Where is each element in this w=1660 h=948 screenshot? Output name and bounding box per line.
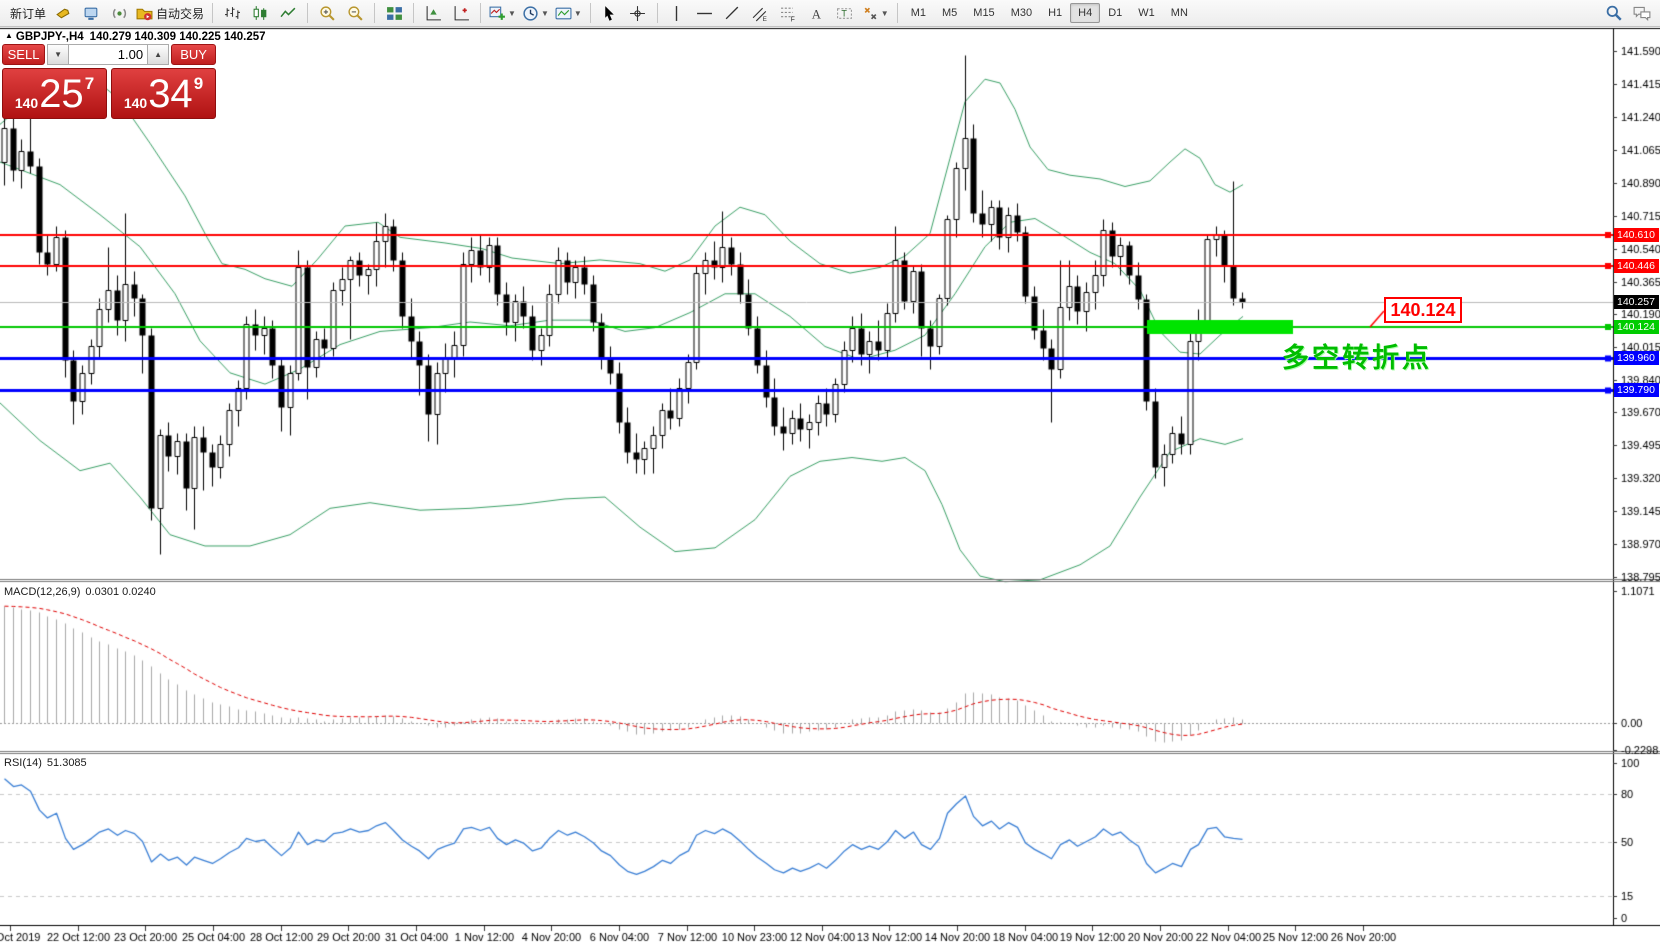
clock-icon[interactable]: ▼ (519, 1, 552, 25)
bar-chart-icon[interactable] (218, 1, 246, 25)
ohlc-quote-label: 140.279 140.309 140.225 140.257 (89, 31, 266, 43)
level-price-badge: 140.610 (1614, 228, 1659, 242)
timeframe-mn-button[interactable]: MN (1170, 7, 1188, 19)
chart-marker-icon: ▲ (5, 31, 13, 40)
buy-price-pip: 9 (193, 74, 204, 93)
level-price-badge: 140.124 (1614, 320, 1659, 334)
svg-text:E: E (763, 15, 767, 21)
channel-icon[interactable]: E (747, 1, 775, 25)
cursor-icon[interactable] (596, 1, 624, 25)
buy-button[interactable]: BUY (171, 44, 216, 65)
terminal-icon[interactable] (77, 1, 105, 25)
buy-price-prefix: 140 (123, 95, 148, 111)
chevron-down-icon: ▼ (573, 8, 582, 18)
current-price-badge: 140.257 (1614, 295, 1659, 309)
timeframe-m5-button[interactable]: M5 (942, 7, 958, 19)
crosshair-icon[interactable] (624, 1, 652, 25)
rsi-indicator-label: RSI(14) 51.3085 (4, 757, 87, 769)
label-icon[interactable]: T (831, 1, 859, 25)
autotrade-icon[interactable]: 自动交易 (133, 1, 207, 25)
timeframe-h4-button[interactable]: H4 (1070, 3, 1101, 23)
toolbar-separator (374, 3, 376, 23)
signal-icon[interactable] (105, 1, 133, 25)
level-price-badge: 139.960 (1614, 351, 1659, 365)
zoom-in-icon[interactable] (313, 1, 341, 25)
macd-indicator-label: MACD(12,26,9) 0.0301 0.0240 (4, 586, 156, 598)
svg-text:A: A (812, 7, 822, 21)
buy-price-button[interactable]: 140 34 9 (111, 68, 216, 119)
timeframe-w1-button[interactable]: W1 (1138, 7, 1155, 19)
arrows-icon[interactable]: ▼ (859, 1, 892, 25)
toolbar-separator (896, 3, 898, 23)
search-icon[interactable] (1600, 1, 1628, 25)
volume-increase-button[interactable]: ▲ (147, 44, 170, 65)
macd-values: 0.0301 0.0240 (85, 586, 156, 598)
sell-price-pip: 7 (84, 74, 95, 93)
zoom-out-icon[interactable] (341, 1, 369, 25)
chevron-down-icon: ▼ (880, 8, 889, 18)
sell-price-prefix: 140 (14, 95, 39, 111)
pivot-annotation-text: 多空转折点 (1282, 343, 1432, 373)
svg-text:F: F (791, 16, 795, 22)
toolbar-separator (307, 3, 309, 23)
timeframe-m30-button[interactable]: M30 (1010, 7, 1033, 19)
tile-windows-icon[interactable] (380, 1, 408, 25)
toolbar-separator (413, 3, 415, 23)
text-icon[interactable]: A (803, 1, 831, 25)
timeframe-h1-button[interactable]: H1 (1048, 7, 1063, 19)
volume-input[interactable] (69, 44, 148, 65)
level-price-badge: 140.446 (1614, 259, 1659, 273)
chevron-down-icon: ▼ (540, 8, 549, 18)
sell-price-big: 25 (39, 71, 84, 116)
buy-price-big: 34 (148, 71, 193, 116)
toolbar-separator (656, 3, 658, 23)
new-order-button[interactable]: 新订单 (10, 6, 47, 21)
rsi-title: RSI(14) (4, 757, 42, 769)
indicators-icon[interactable]: ▼ (486, 1, 519, 25)
level-price-badge: 139.790 (1614, 383, 1659, 397)
timeframe-m15-button[interactable]: M15 (973, 7, 995, 19)
toolbar: 新订单 自动交易 ▼ ▼ ▼ E F A T ▼ M1 M5 M15 M30 H1 H4 D1 W1 MN (0, 0, 1660, 27)
line-chart-icon[interactable] (274, 1, 302, 25)
svg-text:T: T (842, 8, 848, 18)
chevron-down-icon: ▼ (508, 8, 516, 18)
templates-icon[interactable]: ▼ (552, 1, 585, 25)
toolbar-separator (212, 3, 214, 23)
symbol-period-label: GBPJPY-,H4 (15, 31, 84, 43)
timeframe-m1-button[interactable]: M1 (910, 7, 926, 19)
sell-price-button[interactable]: 140 25 7 (2, 68, 107, 119)
toolbar-separator (589, 3, 591, 23)
timeframe-d1-button[interactable]: D1 (1108, 7, 1123, 19)
fibonacci-icon[interactable]: F (775, 1, 803, 25)
one-click-trading-panel: SELL ▼ ▲ BUY 140 25 7 140 34 9 (2, 44, 216, 119)
macd-title: MACD(12,26,9) (4, 586, 81, 598)
volume-stepper: ▼ ▲ (47, 44, 170, 65)
horn-icon[interactable] (49, 1, 77, 25)
profile-chart-icon[interactable] (419, 1, 447, 25)
candlestick-icon[interactable] (246, 1, 274, 25)
sell-button[interactable]: SELL (2, 44, 46, 65)
price-annotation-box[interactable]: 140.124 (1384, 297, 1462, 323)
chart-title: ▲ GBPJPY-,H4 140.279 140.309 140.225 140.2… (5, 31, 266, 43)
chat-icon[interactable] (1628, 1, 1656, 25)
period-chart-icon[interactable] (447, 1, 475, 25)
toolbar-separator (480, 3, 482, 23)
volume-decrease-button[interactable]: ▼ (47, 44, 70, 65)
vline-icon[interactable] (663, 1, 691, 25)
trendline-icon[interactable] (719, 1, 747, 25)
rsi-value: 51.3085 (46, 757, 87, 769)
hline-icon[interactable] (691, 1, 719, 25)
